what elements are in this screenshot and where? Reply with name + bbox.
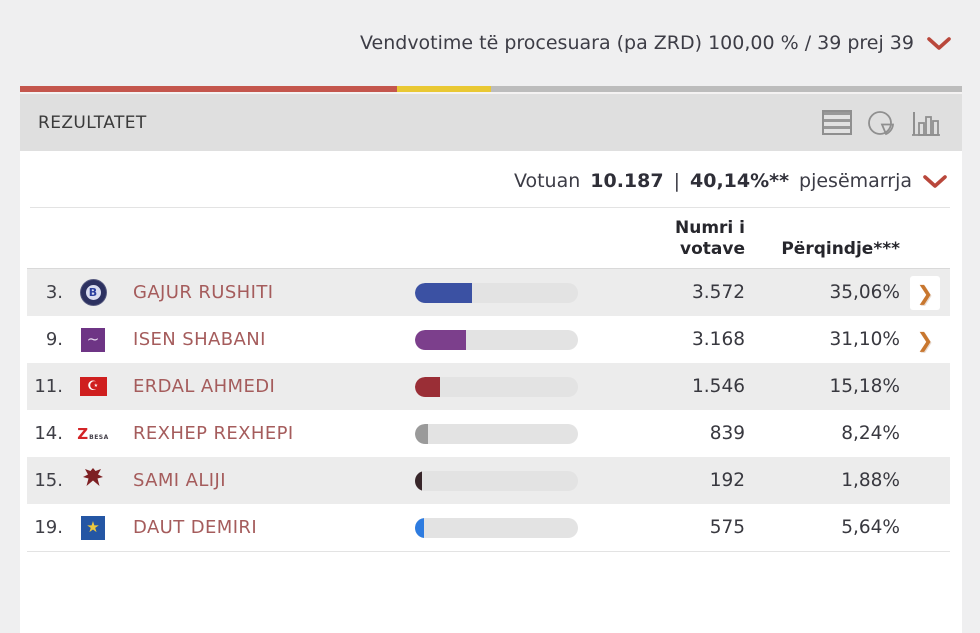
participation-chevron-down-icon[interactable] [922, 174, 948, 189]
candidate-name: SAMI ALIJI [133, 470, 226, 491]
vote-bar-track [415, 282, 578, 303]
results-header-bar: REZULTATET [20, 94, 962, 151]
progress-segment-processed [20, 86, 397, 92]
progress-segment-remaining [490, 86, 962, 92]
vote-bar-fill [415, 470, 422, 491]
progress-segment-partial [396, 86, 491, 92]
table-row[interactable]: 11. ☪ ERDAL AHMEDI 1.546 15,18% [27, 363, 950, 410]
participation-prefix: Votuan [513, 170, 581, 192]
party-logo: ☪ [67, 377, 119, 396]
vote-bar-track [415, 423, 578, 444]
section-divider [30, 207, 950, 208]
candidate-rank: 9. [45, 329, 63, 350]
candidate-name: REXHEP REXHEPI [133, 423, 294, 444]
vote-bar-track [415, 329, 578, 350]
vote-bar-fill [415, 376, 440, 397]
votes-count: 192 [709, 470, 745, 491]
party-logo-purple-square: ~ [81, 327, 105, 352]
votes-count: 3.168 [692, 329, 745, 350]
party-logo-z-besa: Z BESA [77, 424, 109, 443]
vote-bar-fill [415, 282, 473, 303]
vote-bar-track [415, 517, 578, 538]
candidate-rank: 14. [34, 423, 63, 444]
participation-votes-total: 10.187 [590, 170, 664, 192]
party-logo-blue-seal-b: B [80, 280, 106, 305]
participation-suffix: pjesëmarrja [799, 170, 912, 192]
votes-percent: 5,64% [841, 517, 900, 538]
candidate-name: ERDAL AHMEDI [133, 376, 276, 397]
table-row[interactable]: 14. Z BESA REXHEP REXHEPI 839 8,24% [27, 410, 950, 457]
candidate-name: DAUT DEMIRI [133, 517, 258, 538]
pie-chart-view-icon[interactable] [867, 109, 895, 137]
results-panel: REZULTATET Votuan [20, 86, 962, 633]
vote-bar-track [415, 470, 578, 491]
votes-count: 3.572 [692, 282, 745, 303]
row-detail-cell: ❯ [900, 322, 950, 357]
vote-bar-fill [415, 329, 466, 350]
candidate-rank: 11. [34, 376, 63, 397]
votes-count: 839 [709, 423, 745, 444]
candidate-name: ISEN SHABANI [133, 329, 266, 350]
bar-chart-view-icon[interactable] [910, 109, 942, 137]
party-logo: B [67, 280, 119, 305]
votes-count: 575 [709, 517, 745, 538]
processed-stations-label: Vendvotime të procesuara (pa ZRD) 100,00… [360, 32, 914, 54]
results-title: REZULTATET [38, 112, 147, 133]
chevron-down-icon[interactable] [926, 36, 952, 51]
party-logo [67, 466, 119, 496]
results-content: Votuan 10.187 | 40,14%** pjesëmarrja Num… [20, 151, 962, 552]
party-logo: ~ [67, 327, 119, 352]
table-row[interactable]: 19. ★ DAUT DEMIRI 575 5,64% [27, 504, 950, 551]
row-detail-cell: ❯ [900, 275, 950, 310]
candidate-rank: 19. [34, 517, 63, 538]
votes-percent: 35,06% [829, 282, 900, 303]
party-logo: Z BESA [67, 425, 119, 443]
candidate-rank: 3. [45, 282, 63, 303]
candidate-rank: 15. [34, 470, 63, 491]
votes-count: 1.546 [692, 376, 745, 397]
votes-percent: 1,88% [841, 470, 900, 491]
row-detail-arrow[interactable]: ❯ [910, 322, 940, 357]
vote-bar-fill [415, 423, 429, 444]
table-row[interactable]: 15. SAMI ALIJI 192 1,88% [27, 457, 950, 504]
results-table-body: 3. B GAJUR RUSHITI 3.572 35,06% ❯ 9. ~ I… [27, 268, 950, 552]
party-logo-blue-star-square: ★ [81, 515, 105, 540]
vote-bar-fill [415, 517, 425, 538]
processed-stations-header: Vendvotime të procesuara (pa ZRD) 100,00… [0, 0, 980, 86]
table-view-icon[interactable] [822, 110, 852, 135]
view-switcher [822, 109, 942, 137]
results-table: Numri i votave Përqindje*** 3. B GAJUR R… [27, 208, 950, 552]
processing-progress-bar [20, 86, 962, 94]
candidate-name: GAJUR RUSHITI [133, 282, 274, 303]
table-row[interactable]: 9. ~ ISEN SHABANI 3.168 31,10% ❯ [27, 316, 950, 363]
votes-column-header: Numri i votave [674, 218, 745, 259]
votes-percent: 15,18% [829, 376, 900, 397]
party-logo-red-crescent-flag: ☪ [79, 377, 107, 396]
percent-column-header: Përqindje*** [781, 239, 900, 259]
party-logo-eagle-emblem [81, 466, 105, 496]
row-detail-arrow[interactable]: ❯ [910, 275, 940, 310]
participation-row: Votuan 10.187 | 40,14%** pjesëmarrja [20, 163, 962, 199]
vote-bar-track [415, 376, 578, 397]
votes-percent: 8,24% [841, 423, 900, 444]
party-logo: ★ [67, 515, 119, 540]
votes-percent: 31,10% [829, 329, 900, 350]
participation-separator: | [673, 170, 680, 192]
results-table-header: Numri i votave Përqindje*** [27, 208, 950, 268]
participation-percent: 40,14%** [690, 170, 790, 192]
table-row[interactable]: 3. B GAJUR RUSHITI 3.572 35,06% ❯ [27, 269, 950, 316]
